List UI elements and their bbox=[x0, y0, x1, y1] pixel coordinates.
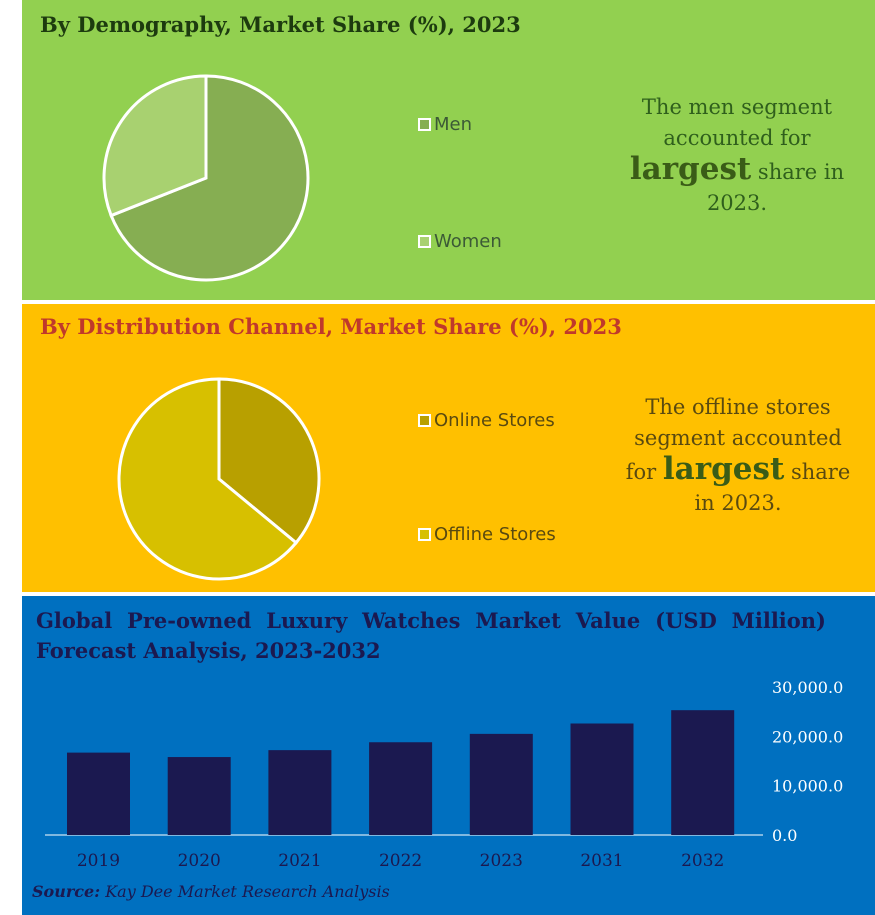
legend-item-offline-stores: Offline Stores bbox=[418, 524, 556, 545]
forecast-panel: Global Pre-owned Luxury Watches Market V… bbox=[22, 596, 875, 915]
source-label: Source: bbox=[32, 882, 101, 901]
source-note: Source: Kay Dee Market Research Analysis bbox=[32, 882, 390, 901]
distribution-panel: By Distribution Channel, Market Share (%… bbox=[22, 304, 875, 592]
x-tick-label-2022: 2022 bbox=[379, 851, 422, 871]
y-tick-label-0: 0.0 bbox=[772, 826, 797, 845]
bar-2022 bbox=[369, 742, 433, 835]
legend-swatch-online-stores bbox=[418, 414, 431, 427]
forecast-bar-chart: 2019 2020 2021 2022 2023 2031 2032 0.0 10,000.0 2… bbox=[45, 678, 843, 871]
pie-slice-women bbox=[102, 74, 208, 218]
distribution-note: The offline stores segment accounted for… bbox=[618, 392, 858, 519]
bar-2023 bbox=[469, 733, 533, 835]
y-tick-label-20000: 20,000.0 bbox=[772, 727, 843, 746]
legend-swatch-offline-stores bbox=[418, 528, 431, 541]
pie-slice-offline-stores bbox=[117, 377, 299, 581]
source-text: Kay Dee Market Research Analysis bbox=[105, 882, 390, 901]
forecast-title: Global Pre-owned Luxury Watches Market V… bbox=[36, 608, 826, 663]
x-tick-label-2019: 2019 bbox=[77, 851, 120, 871]
y-tick-label-30000: 30,000.0 bbox=[772, 678, 843, 697]
demography-note-after: share in 2023. bbox=[706, 160, 845, 215]
bar-2020 bbox=[167, 757, 231, 835]
distribution-note-after: share in 2023. bbox=[694, 460, 851, 515]
bar-2032 bbox=[671, 710, 735, 835]
legend-item-online-stores: Online Stores bbox=[418, 410, 555, 431]
legend-swatch-men bbox=[418, 118, 431, 131]
bar-2031 bbox=[570, 723, 634, 835]
x-tick-label-2023: 2023 bbox=[480, 851, 523, 871]
x-tick-label-2020: 2020 bbox=[178, 851, 221, 871]
demography-note-before: The men segment accounted for bbox=[641, 95, 833, 150]
demography-pie-chart bbox=[102, 74, 310, 282]
legend-swatch-women bbox=[418, 235, 431, 248]
bar-2021 bbox=[268, 750, 332, 835]
legend-label-online-stores: Online Stores bbox=[434, 410, 555, 431]
distribution-title: By Distribution Channel, Market Share (%… bbox=[40, 314, 622, 339]
demography-panel: By Demography, Market Share (%), 2023 Me… bbox=[22, 0, 875, 300]
demography-title: By Demography, Market Share (%), 2023 bbox=[40, 12, 521, 37]
distribution-note-emphasis: largest bbox=[662, 451, 785, 487]
x-tick-label-2031: 2031 bbox=[580, 851, 623, 871]
legend-label-offline-stores: Offline Stores bbox=[434, 524, 556, 545]
legend-label-women: Women bbox=[434, 231, 502, 252]
y-tick-label-10000: 10,000.0 bbox=[772, 777, 843, 796]
x-tick-label-2021: 2021 bbox=[278, 851, 321, 871]
legend-item-women: Women bbox=[418, 231, 502, 252]
legend-label-men: Men bbox=[434, 114, 473, 135]
demography-note: The men segment accounted for largest sh… bbox=[617, 92, 857, 219]
pie-slice-men bbox=[109, 74, 310, 282]
bar-2019 bbox=[67, 752, 130, 835]
distribution-pie-chart bbox=[117, 377, 321, 581]
legend-item-men: Men bbox=[418, 114, 472, 135]
demography-note-emphasis: largest bbox=[629, 151, 752, 187]
distribution-note-before: The offline stores segment accounted for bbox=[625, 395, 842, 484]
pie-slice-online-stores bbox=[217, 377, 321, 545]
x-tick-label-2032: 2032 bbox=[681, 851, 724, 871]
